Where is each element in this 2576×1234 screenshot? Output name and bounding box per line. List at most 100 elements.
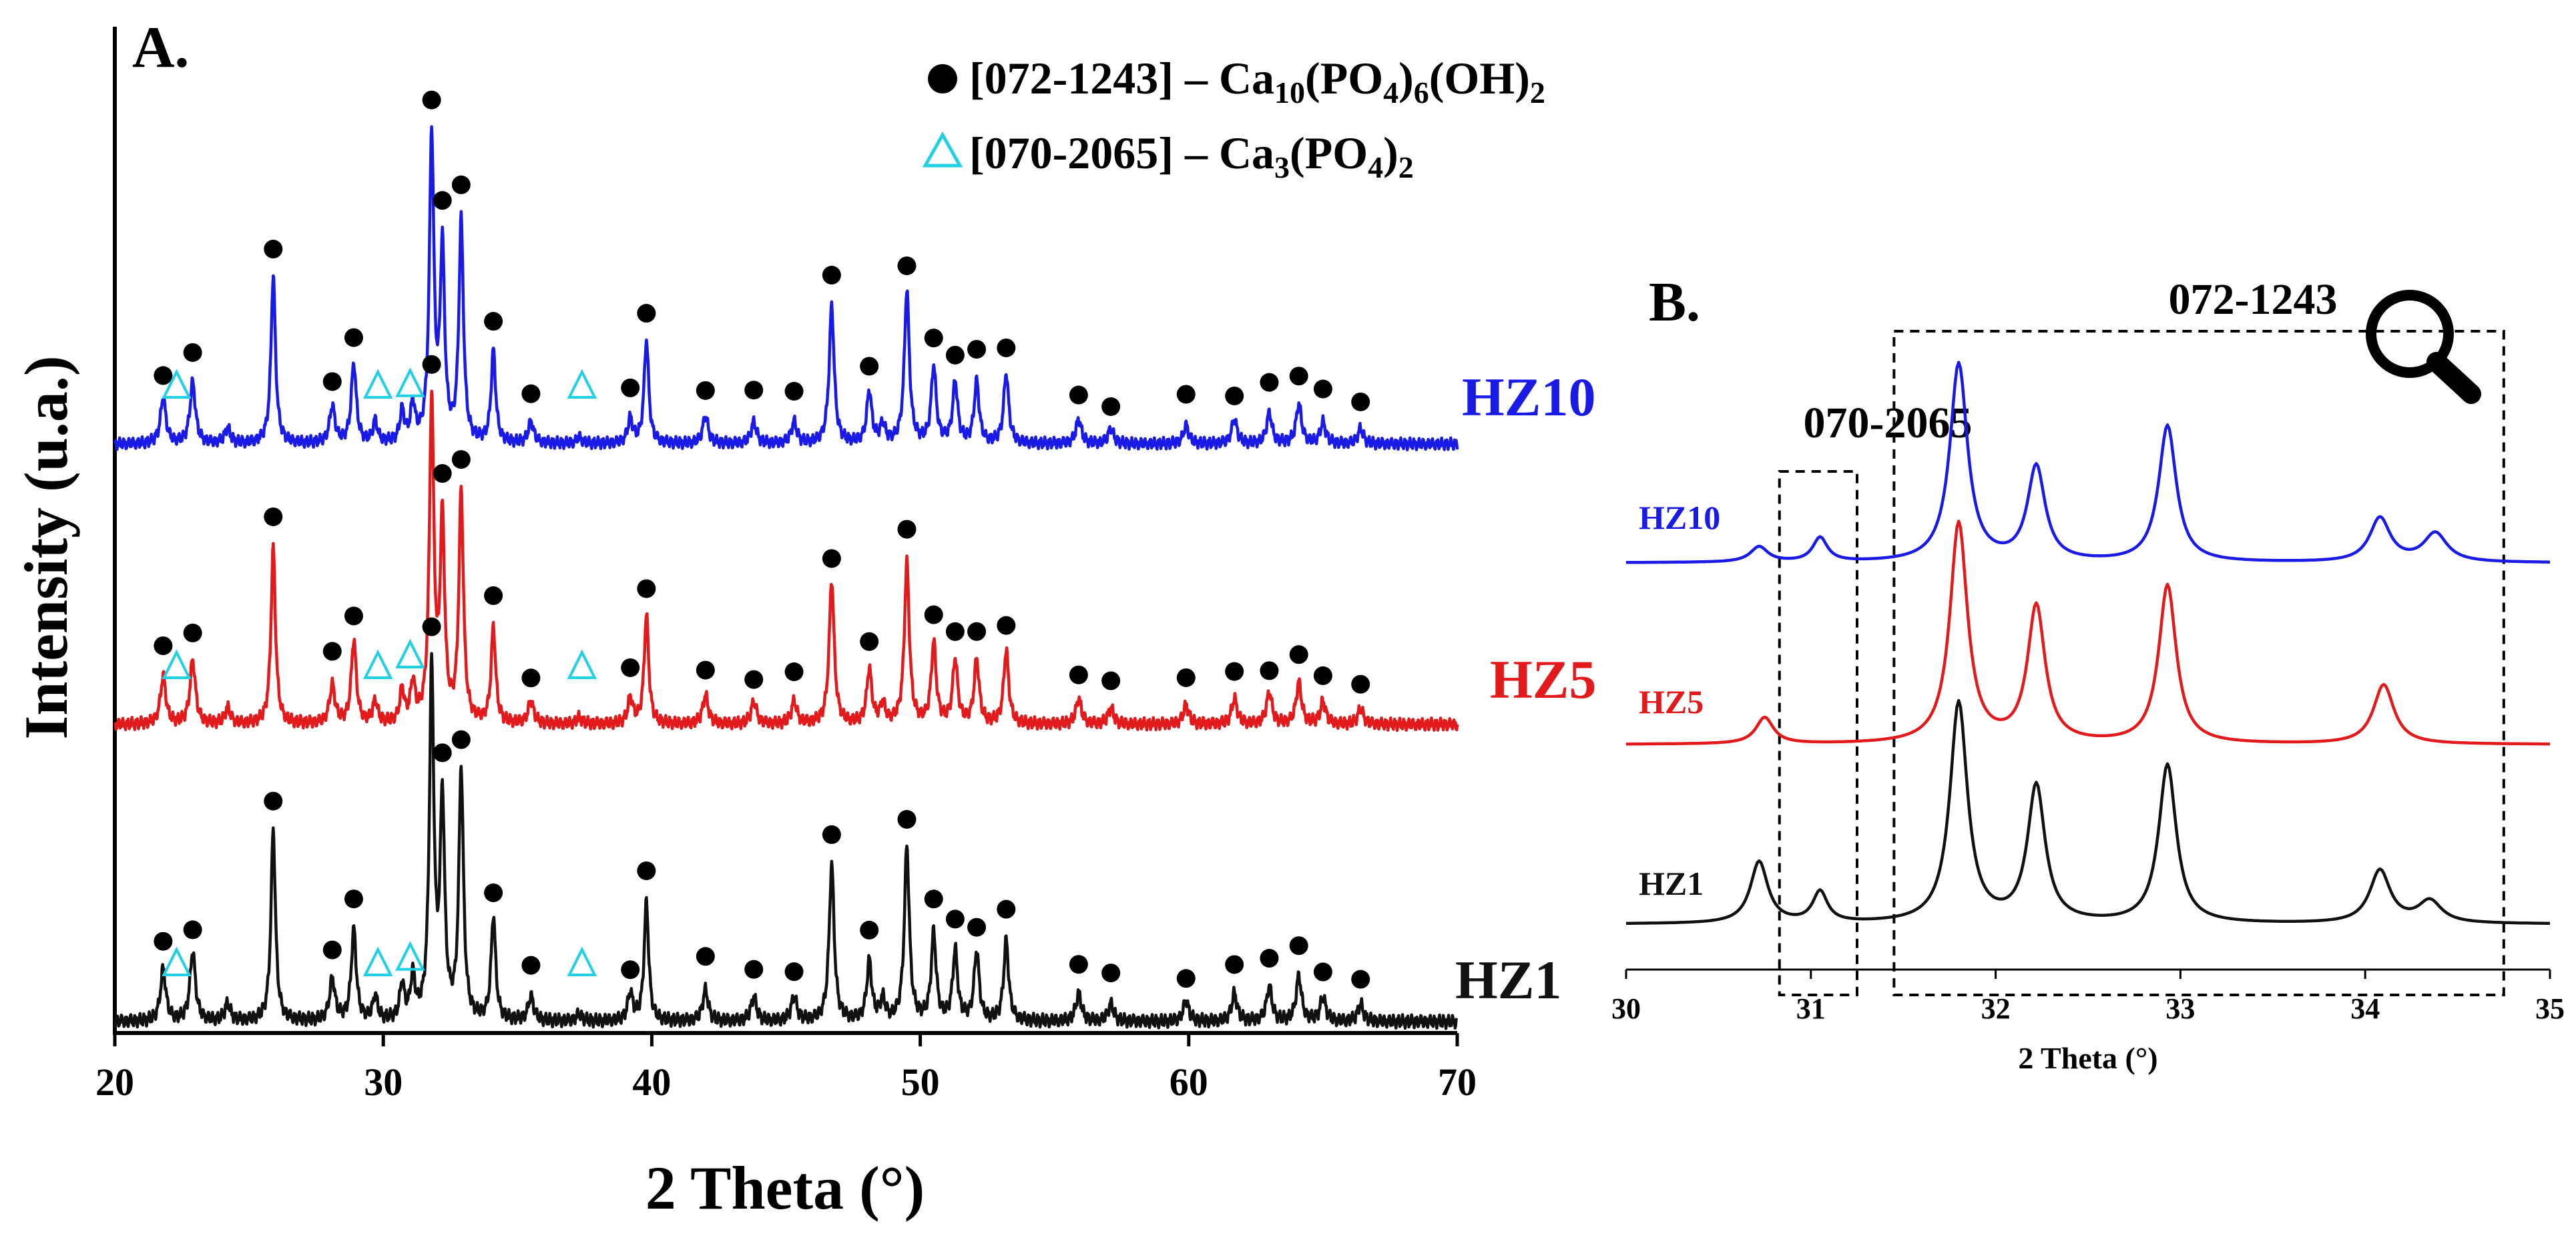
hap-peak-marker [744,381,764,400]
panel-b-curves [1626,361,2550,925]
tcp-peak-marker [162,946,192,976]
hap-peak-marker [860,357,879,376]
hap-peak-marker [484,586,503,606]
panel-a: A. 20 30 40 50 60 70 HZ1 HZ5 HZ10 2 Theta (°) I… [12,15,1596,1222]
x-tick-label: 40 [632,1060,671,1104]
hap-peak-marker [744,960,764,979]
x-tick-label: 33 [2165,992,2195,1025]
hap-peak-marker [322,372,342,391]
x-tick-label: 32 [1981,992,2011,1025]
hap-peak-marker [945,622,965,641]
hap-peak-marker [183,920,202,940]
tcp-peak-marker [567,649,597,679]
hap-peak-marker [696,947,715,966]
hap-peak-marker [264,791,283,811]
hap-peak-marker [322,642,342,661]
hap-peak-marker [924,329,943,348]
hap-peak-marker [1101,397,1121,416]
panel-b-x-ticks: 30 31 32 33 34 35 [1611,970,2565,1025]
hap-peak-marker [433,743,452,763]
hap-peak-marker [967,917,987,937]
hap-peak-marker [822,825,841,844]
hap-peak-marker [1289,367,1308,386]
panel-a-series-labels: HZ1 HZ5 HZ10 [1455,367,1596,1010]
hap-peak-marker [621,378,640,397]
hap-peak-marker [945,345,965,365]
hap-peak-marker [433,464,452,483]
panel-a-y-axis-label: Intensity (u.a.) [12,355,80,739]
legend-tcp-entry: [070-2065] – Ca3​(PO4​)2​ [969,128,1414,184]
hap-peak-marker [264,240,283,259]
hap-peak-marker [784,962,804,982]
legend-hap-entry: [072-1243] – Ca10​(PO4​)6​(OH)2​ [969,53,1545,110]
legend-tcp-marker [922,131,963,168]
hap-peak-marker [822,266,841,285]
hap-peak-marker [822,549,841,568]
series-label-zoom-hz5: HZ5 [1639,683,1704,721]
hap-peak-marker [1289,936,1308,956]
panel-a-label: A. [132,15,190,80]
hap-peak-marker [521,956,541,975]
hap-peak-marker [154,636,173,656]
x-tick-label: 31 [1796,992,1826,1025]
hap-peak-marker [1351,970,1370,989]
x-tick-label: 70 [1438,1060,1477,1104]
panel-a-phase-markers [154,90,1370,989]
tcp-peak-marker [395,367,425,397]
x-tick-label: 30 [364,1060,403,1104]
x-tick-label: 50 [901,1060,940,1104]
hap-peak-marker [484,312,503,331]
hap-peak-marker [784,381,804,401]
hap-peak-marker [1176,668,1196,687]
hap-peak-marker [1351,392,1370,411]
region-label-070-2065: 070-2065 [1804,399,1973,447]
hap-peak-marker [1176,385,1196,404]
hap-peak-marker [997,616,1016,635]
legend-hap-code: [072-1243] [969,53,1174,104]
hap-peak-marker [1289,645,1308,664]
panel-a-x-axis-label: 2 Theta (°) [646,1154,925,1222]
hap-peak-marker [422,617,441,636]
region-label-072-1243: 072-1243 [2169,275,2338,324]
hap-peak-marker [422,355,441,374]
hap-peak-marker [1069,955,1088,974]
hap-peak-marker [521,668,541,688]
hap-peak-marker [344,606,363,626]
hap-peak-marker [637,304,656,323]
tcp-peak-marker [362,369,393,399]
hap-peak-marker [1176,969,1196,988]
hap-peak-marker [621,658,640,677]
hap-peak-marker [344,889,363,909]
hap-peak-marker [1225,662,1244,681]
hap-peak-marker [183,623,202,642]
legend-tcp-code: [070-2065] [969,128,1174,178]
hap-peak-marker [967,340,987,359]
hap-peak-marker [1069,665,1088,684]
hap-peak-marker [484,883,503,903]
hap-peak-marker [897,256,917,276]
hap-peak-marker [997,899,1016,919]
series-zoom-hz1 [1626,698,2550,925]
hap-peak-marker [1313,379,1332,399]
series-label-hz1: HZ1 [1455,950,1561,1010]
x-tick-label: 60 [1170,1060,1208,1104]
series-zoom-hz5 [1626,520,2550,746]
hap-peak-marker [860,920,879,940]
hap-peak-marker [521,384,541,403]
panel-b-regions: 070-2065 072-1243 [1778,275,2505,996]
hap-peak-marker [183,343,202,362]
panel-b-x-axis-label: 2 Theta (°) [2018,1041,2157,1075]
tcp-peak-marker [567,369,597,399]
hap-peak-marker [784,662,804,682]
hap-peak-marker [967,622,987,641]
series-hz5 [113,389,1459,733]
hap-peak-marker [924,605,943,624]
hap-peak-marker [1260,373,1279,392]
legend-hap-phase: Ca10​(PO4​)6​(OH)2​ [1219,53,1545,110]
hap-peak-marker [897,520,917,539]
hap-peak-marker [451,450,471,469]
hap-peak-marker [997,338,1016,357]
hap-peak-marker [422,90,441,110]
tcp-peak-marker [362,649,393,679]
